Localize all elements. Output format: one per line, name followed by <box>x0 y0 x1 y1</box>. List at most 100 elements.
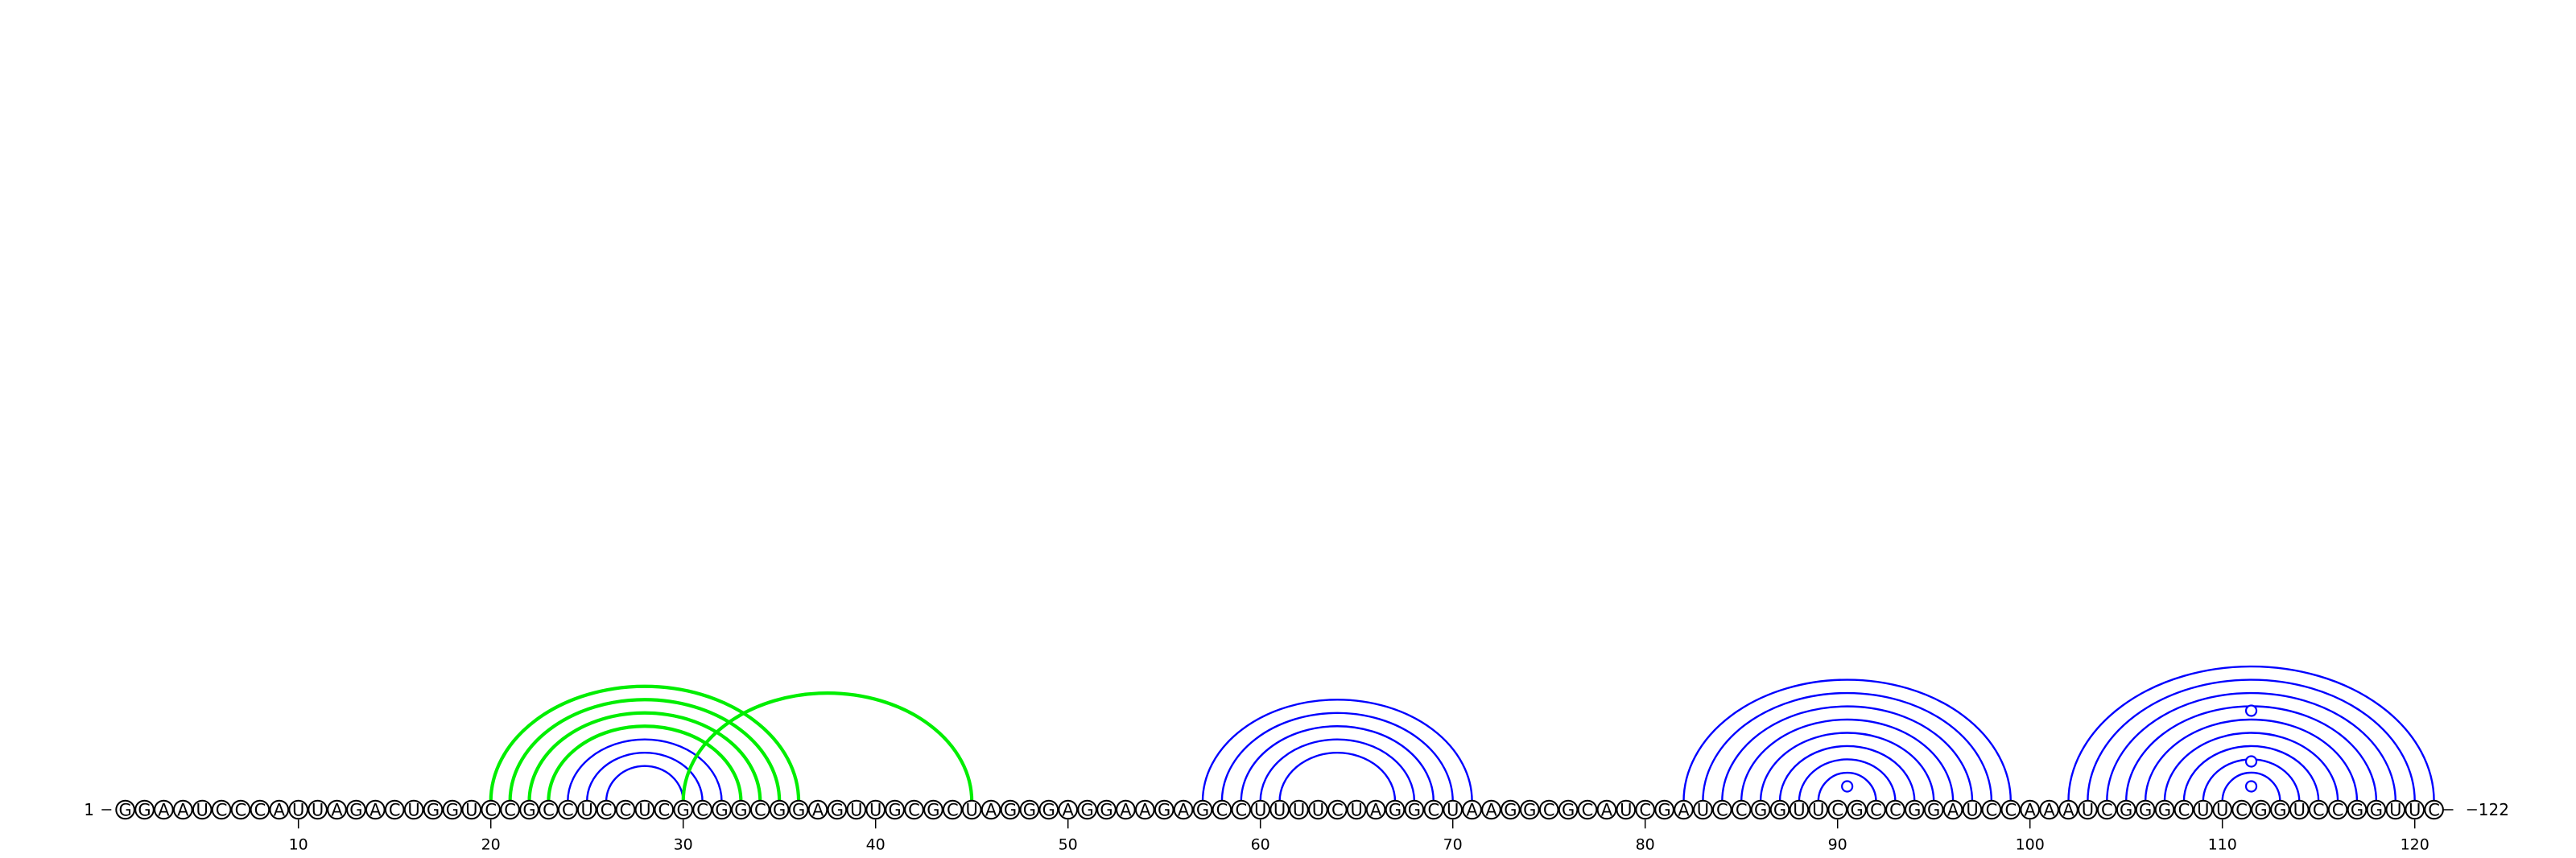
nucleotide-circle <box>807 799 828 820</box>
nucleotide-letter: C <box>2004 801 2017 820</box>
nucleotide-letter: C <box>754 801 766 820</box>
nucleotide-letter: G <box>1389 801 1402 820</box>
nucleotide-circle <box>346 799 366 820</box>
blue-pair-arc-57-71 <box>1201 699 1473 802</box>
nucleotide-letter: G <box>1004 801 1017 820</box>
blue-pair-arc-102-121 <box>2067 665 2435 802</box>
nucleotide: G <box>1154 799 1174 820</box>
nucleotide-circle <box>1289 799 1309 820</box>
nucleotide-circle <box>519 799 539 820</box>
nucleotide-letter: C <box>947 801 959 820</box>
nucleotide-circle <box>634 799 655 820</box>
nucleotide-circle <box>1365 799 1386 820</box>
nucleotide-letter: G <box>1850 801 1863 820</box>
nucleotide: C <box>615 799 636 820</box>
tick-label-30: 30 <box>674 835 693 853</box>
nucleotide-circle <box>2174 799 2194 820</box>
nucleotide: C <box>1827 799 1847 820</box>
nucleotide-letter: A <box>1178 801 1190 820</box>
nucleotide-letter: G <box>2370 801 2383 820</box>
nucleotide: G <box>1077 799 1097 820</box>
nucleotide: U <box>1789 799 1810 820</box>
nucleotide-letter: G <box>427 801 440 820</box>
nucleotide-letter: A <box>1370 801 1382 820</box>
nucleotide-letter: G <box>773 801 786 820</box>
nucleotide: G <box>1654 799 1674 820</box>
blue-pair-arc-61-67 <box>1278 752 1397 802</box>
nucleotide-circle <box>1077 799 1097 820</box>
nucleotide: C <box>750 799 770 820</box>
nucleotide-circle <box>615 799 636 820</box>
blue-pair-arc-86-95 <box>1759 732 1935 802</box>
nucleotide-letter: U <box>312 801 324 820</box>
nucleotide-letter: U <box>1274 801 1286 820</box>
nucleotide: G <box>1404 799 1425 820</box>
nucleotide-circle <box>1327 799 1348 820</box>
nucleotide-letter: U <box>1812 801 1824 820</box>
nucleotide-letter: U <box>2409 801 2421 820</box>
nucleotide-letter: G <box>1523 801 1536 820</box>
nucleotide: A <box>1135 799 1155 820</box>
nucleotide: G <box>423 799 444 820</box>
nucleotide-circle <box>885 799 905 820</box>
nucleotide: U <box>1616 799 1637 820</box>
green-pair-arc-22-34 <box>527 711 762 802</box>
base-pair-arcs <box>489 665 2435 802</box>
nucleotide-circle <box>2097 799 2117 820</box>
nucleotide: A <box>980 799 1001 820</box>
nucleotide-circle <box>712 799 732 820</box>
nucleotide: C <box>1577 799 1598 820</box>
nucleotide-circle <box>461 799 482 820</box>
nucleotide: U <box>634 799 655 820</box>
nucleotide-letter: C <box>543 801 555 820</box>
nucleotide-circle <box>2270 799 2290 820</box>
nucleotide-circle <box>1423 799 1444 820</box>
nucleotide-letter: G <box>138 801 151 820</box>
nucleotide-letter: G <box>792 801 805 820</box>
nucleotide-letter: U <box>2293 801 2306 820</box>
nucleotide-circle <box>1750 799 1771 820</box>
green-pair-arc-21-35 <box>508 698 782 802</box>
nucleotide-letter: C <box>1216 801 1228 820</box>
nucleotide: G <box>1520 799 1540 820</box>
green-pair-arc-20-36 <box>489 684 801 802</box>
nucleotide-circle <box>500 799 520 820</box>
tick-label-90: 90 <box>1828 835 1847 853</box>
nucleotide-circle <box>384 799 405 820</box>
nucleotide: G <box>673 799 694 820</box>
nucleotide-letter: A <box>1947 801 1959 820</box>
blue-pair-arc-58-70 <box>1220 712 1454 802</box>
nucleotide-circle <box>1154 799 1174 820</box>
blue-pair-arc-26-30 <box>605 765 684 802</box>
nucleotide-circle <box>2231 799 2252 820</box>
nucleotide-circle <box>1808 799 1829 820</box>
nucleotide-letter: C <box>1639 801 1651 820</box>
nucleotide-letter: A <box>812 801 824 820</box>
nucleotide: G <box>442 799 463 820</box>
nucleotide-circle <box>1038 799 1059 820</box>
loop-marker-4 <box>2244 704 2258 717</box>
nucleotide: C <box>2327 799 2348 820</box>
nucleotide-circle <box>192 799 213 820</box>
nucleotide-letter: C <box>1543 801 1555 820</box>
nucleotide-letter: U <box>1312 801 1324 820</box>
position-axis: 10 20 30 40 50 60 70 80 90 100 110 120 <box>289 819 2429 853</box>
nucleotide-circle <box>1866 799 1886 820</box>
tick-label-20: 20 <box>481 835 501 853</box>
nucleotide: U <box>1289 799 1309 820</box>
nucleotide-letter: C <box>696 801 708 820</box>
nucleotide: A <box>1173 799 1194 820</box>
nucleotide-letter: G <box>446 801 459 820</box>
nucleotide-circle <box>173 799 193 820</box>
nucleotide-letter: G <box>1408 801 1421 820</box>
nucleotide-circle <box>1712 799 1732 820</box>
nucleotide-circle <box>2308 799 2329 820</box>
nucleotide-letter: C <box>2235 801 2248 820</box>
loop-marker-3 <box>2244 755 2258 768</box>
nucleotide-letter: C <box>1870 801 1882 820</box>
nucleotide-circle <box>1693 799 1713 820</box>
nucleotide-circle <box>731 799 751 820</box>
nucleotide: C <box>1981 799 2002 820</box>
nucleotide-circle <box>558 799 578 820</box>
nucleotide: G <box>346 799 366 820</box>
